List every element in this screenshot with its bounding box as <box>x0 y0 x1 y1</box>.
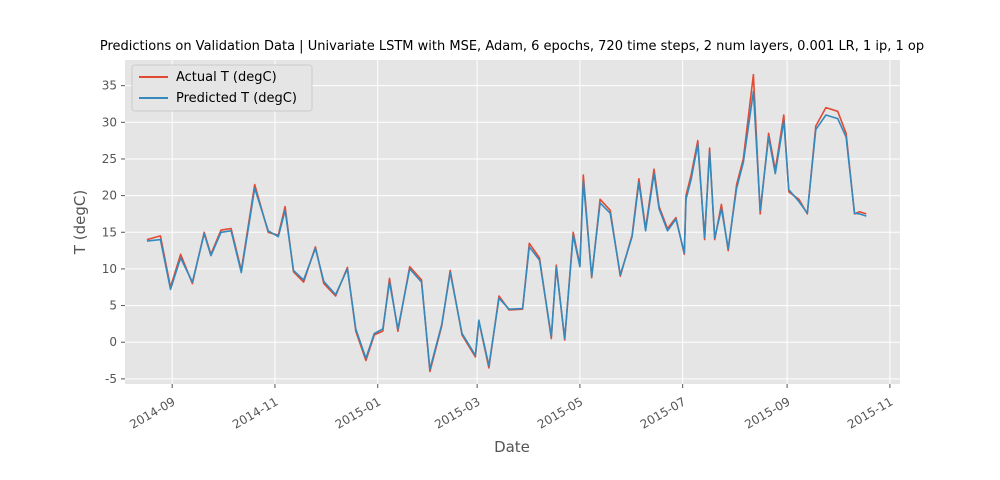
x-tick-label: 2015-01 <box>333 394 383 431</box>
chart-title: Predictions on Validation Data | Univari… <box>100 39 924 54</box>
y-tick-label: 15 <box>102 225 117 239</box>
y-tick-label: 20 <box>102 189 117 203</box>
x-tick-label: 2015-03 <box>432 394 482 431</box>
x-axis-label: Date <box>494 438 530 456</box>
legend-label-actual: Actual T (degC) <box>176 70 277 85</box>
legend-label-predicted: Predicted T (degC) <box>176 91 297 106</box>
legend-box <box>131 64 313 112</box>
y-tick-label: 0 <box>109 335 117 349</box>
x-tick-label: 2015-09 <box>742 394 792 431</box>
x-tick-label: 2015-07 <box>638 394 688 431</box>
x-tick-label: 2014-11 <box>230 394 280 431</box>
x-tick-label: 2015-05 <box>535 394 585 431</box>
series-lines <box>146 73 867 373</box>
y-tick-label: 5 <box>109 299 117 313</box>
x-tick-label: 2015-11 <box>845 394 895 431</box>
plot-area <box>125 60 900 384</box>
y-axis-ticks: -5 0 5 10 15 20 25 30 35 <box>102 79 125 386</box>
legend: Actual T (degC) Predicted T (degC) <box>131 64 313 112</box>
y-tick-label: 35 <box>102 79 117 93</box>
y-tick-label: 30 <box>102 115 117 129</box>
y-tick-label: 25 <box>102 152 117 166</box>
x-axis-ticks: 2014-09 2014-11 2015-01 2015-03 2015-05 2015-… <box>127 384 895 432</box>
y-axis-label: T (degC) <box>71 190 89 255</box>
y-tick-label: 10 <box>102 262 117 276</box>
y-tick-label: -5 <box>105 372 117 386</box>
x-tick-label: 2014-09 <box>127 394 177 431</box>
series-line-predicted <box>146 90 867 371</box>
